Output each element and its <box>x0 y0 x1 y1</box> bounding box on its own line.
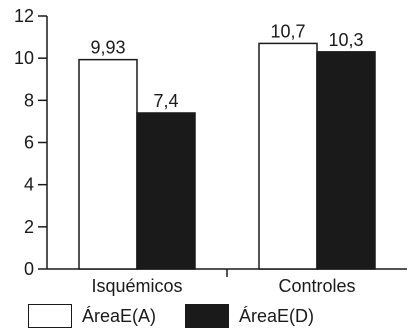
y-axis: 0 2 4 6 8 10 12 <box>14 6 47 279</box>
y-tick-label: 6 <box>24 133 34 153</box>
x-tick-label: Controles <box>278 276 355 296</box>
y-tick-label: 4 <box>24 175 34 195</box>
legend-swatch-white <box>28 304 72 328</box>
legend-swatch-black <box>185 304 229 328</box>
bar <box>317 52 375 269</box>
x-tick-label: Isquémicos <box>91 276 182 296</box>
bar <box>259 43 317 269</box>
y-tick-label: 0 <box>24 259 34 279</box>
x-axis: Isquémicos Controles <box>47 269 407 296</box>
bar <box>79 60 137 269</box>
data-label: 10,7 <box>270 21 305 41</box>
data-label: 9,93 <box>90 38 125 58</box>
y-tick-label: 8 <box>24 90 34 110</box>
y-tick-label: 2 <box>24 217 34 237</box>
legend-label-area-a: ÁreaE(A) <box>82 306 156 327</box>
legend-item-area-d: ÁreaE(D) <box>185 304 314 328</box>
bars: 9,93 7,4 10,7 10,3 <box>79 21 375 269</box>
y-tick-label: 12 <box>14 6 34 26</box>
legend-label-area-d: ÁreaE(D) <box>239 306 314 327</box>
data-label: 7,4 <box>153 91 178 111</box>
legend-item-area-a: ÁreaE(A) <box>28 304 156 328</box>
legend: ÁreaE(A) ÁreaE(D) <box>0 300 415 330</box>
data-label: 10,3 <box>328 30 363 50</box>
y-tick-label: 10 <box>14 48 34 68</box>
bar <box>137 113 195 269</box>
